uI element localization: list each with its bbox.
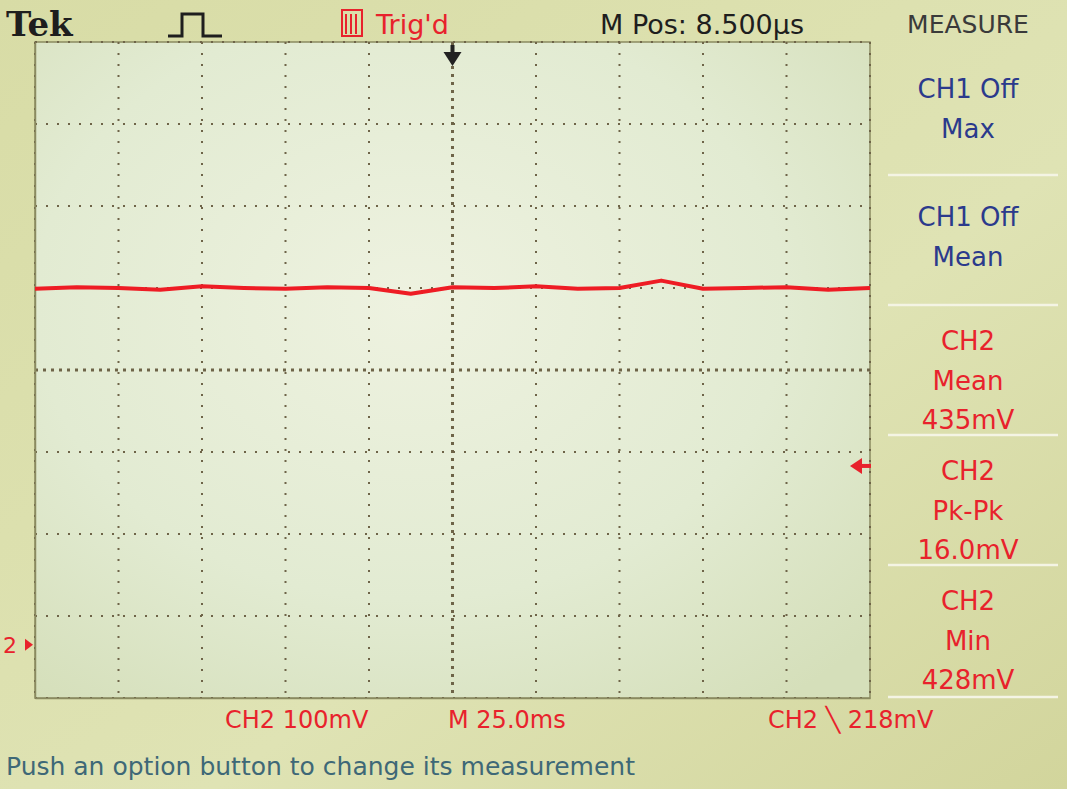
trigger-status: Trig'd [375, 9, 449, 40]
measurement: CH1 Off Mean [918, 202, 1020, 272]
scope-screen: 2 Tek Trig'd M Pos: 8.500µs MEASURE CH2 100mV… [0, 0, 1067, 789]
measurement-label: Max [941, 114, 995, 144]
measurement-label: Pk-Pk [933, 496, 1004, 526]
measurement-label: Min [945, 626, 991, 656]
ground-label: 2 [3, 633, 17, 658]
measurement: CH2 Mean 435mV [922, 326, 1015, 435]
grid-line-x [535, 42, 537, 698]
menu-separator [888, 304, 1058, 307]
grid-line-x [34, 42, 36, 698]
brand: Tek [6, 4, 74, 44]
timebase: M 25.0ms [448, 706, 566, 734]
ground-marker [25, 639, 33, 651]
measurement-source: CH1 Off [918, 202, 1020, 232]
background [0, 0, 1067, 789]
grid-line-y [35, 533, 870, 535]
measurement: CH1 Off Max [918, 74, 1020, 144]
trigger-level-marker [861, 464, 871, 468]
axis-line [36, 698, 871, 700]
trigger-position-icon [444, 52, 462, 66]
ch2-scale: CH2 100mV [225, 706, 369, 734]
measurement-reading: 16.0mV [917, 535, 1018, 565]
grid [35, 42, 870, 698]
measurement-reading: 435mV [922, 405, 1015, 435]
measurement: CH2 Min 428mV [922, 586, 1015, 695]
trigger-status-icon [342, 10, 362, 36]
grid-line-x [368, 42, 370, 698]
trace [35, 281, 870, 294]
measurement-label: Mean [933, 366, 1004, 396]
trigger-level-marker [850, 458, 862, 474]
measurement-label: Mean [933, 242, 1004, 272]
measurement-source: CH2 [941, 586, 995, 616]
measurement: CH2 Pk-Pk 16.0mV [917, 456, 1018, 565]
measurement-source: CH2 [941, 456, 995, 486]
y-axis [35, 43, 37, 699]
grid-line-y [35, 369, 870, 372]
grid-line-x [201, 42, 203, 698]
grid-line-y [35, 41, 870, 43]
menu-title: MEASURE [907, 10, 1029, 39]
plot-frame [35, 42, 870, 698]
acquire-icon [168, 14, 222, 36]
grid-line-y [35, 451, 870, 453]
horizontal-position: M Pos: 8.500µs [600, 9, 804, 40]
menu-separator [888, 174, 1058, 177]
trigger-position-icon [451, 45, 455, 53]
x-axis [36, 698, 871, 700]
axis-line [35, 43, 37, 699]
measurement-source: CH1 Off [918, 74, 1020, 104]
grid-line-x [702, 42, 704, 698]
grid-line-y [35, 205, 870, 207]
trigger-readout: CH2 ╲ 218mV [768, 705, 934, 734]
traces [35, 281, 870, 294]
grid-line-y [35, 697, 870, 699]
grid-line-y [35, 123, 870, 125]
menu-separator [888, 696, 1058, 699]
status-message: Push an option button to change its meas… [6, 752, 635, 781]
grid-line-y [35, 615, 870, 617]
measurement-reading: 428mV [922, 665, 1015, 695]
measurement-source: CH2 [941, 326, 995, 356]
